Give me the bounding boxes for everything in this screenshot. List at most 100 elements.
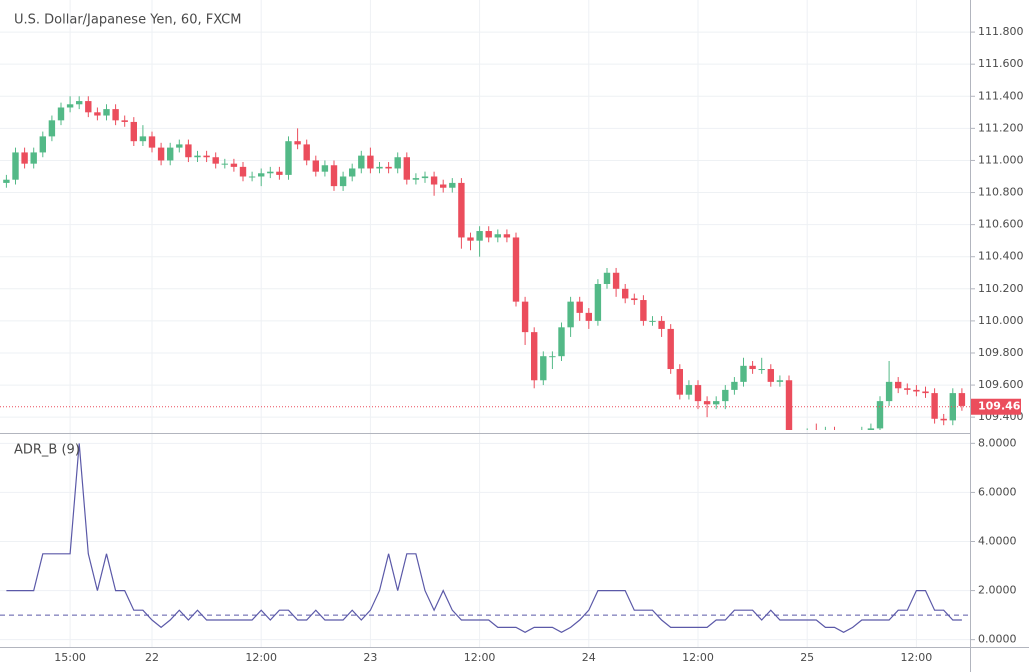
candle-body [285, 141, 292, 175]
candle-body [895, 381, 902, 389]
candle-body [276, 171, 283, 175]
candle-body [867, 428, 875, 430]
candle-body [922, 391, 929, 394]
candle-body [403, 157, 410, 180]
candle-body [94, 112, 101, 116]
candle-body [576, 301, 583, 313]
candle-body [622, 288, 629, 299]
candle-body [103, 109, 110, 116]
candle-body [749, 365, 756, 370]
candle-body [958, 393, 966, 406]
candle-body [703, 401, 711, 405]
candle-body [458, 182, 465, 238]
candle-body [731, 381, 738, 390]
candle-body [685, 385, 693, 395]
candle-body [776, 380, 784, 382]
candle-body [48, 120, 56, 137]
candle-body [57, 107, 65, 121]
candle-body [549, 356, 556, 358]
candle-body [640, 300, 647, 321]
indicator-pane [0, 443, 970, 633]
candle-body [412, 178, 420, 180]
candle-body [649, 320, 656, 322]
candle-body [258, 173, 265, 177]
candle-body [667, 328, 674, 370]
y-tick-label: 110.800 [978, 186, 1024, 199]
last-price-badge [971, 398, 1021, 415]
candle-body [885, 381, 893, 402]
y-tick-label: 110.600 [978, 218, 1024, 231]
indicator-title: ADR_B (9) [14, 443, 80, 458]
candle-body [876, 401, 884, 429]
candle-body [713, 401, 720, 405]
x-tick-label: 23 [363, 651, 377, 664]
x-tick-label: 24 [582, 651, 596, 664]
candle-body [567, 301, 574, 328]
candle-body [267, 171, 274, 174]
candle-body [349, 168, 356, 177]
candle-body [913, 389, 920, 392]
y-tick-label: 109.800 [978, 346, 1024, 359]
x-tick-label: 12:00 [464, 651, 496, 664]
candle-body [631, 298, 638, 301]
x-tick-label: 12:00 [682, 651, 714, 664]
candle-body [139, 136, 147, 142]
candle-body [585, 312, 592, 321]
candle-body [594, 283, 602, 321]
candle-body [512, 237, 520, 302]
candle-body [248, 176, 256, 178]
candle-body [76, 101, 83, 105]
y-tick-label: 6.0000 [978, 485, 1017, 498]
candle-body [157, 147, 165, 161]
candle-body [940, 418, 947, 421]
candle-body [785, 380, 793, 430]
candle-body [430, 176, 438, 185]
candle-body [167, 147, 174, 161]
last-price-label: 109.465 [978, 400, 1028, 413]
candle-body [212, 157, 219, 164]
y-tick-label: 4.0000 [978, 535, 1017, 548]
candle-body [531, 332, 538, 381]
y-tick-label: 0.0000 [978, 633, 1017, 646]
candle-body [758, 369, 765, 371]
candle-body [540, 356, 547, 381]
candle-body [676, 369, 683, 395]
candle-body [239, 166, 247, 177]
y-tick-label: 111.600 [978, 57, 1024, 70]
candle-body [303, 144, 310, 161]
indicator-line [6, 443, 962, 633]
candle-body [603, 272, 611, 284]
candle-body [148, 136, 156, 148]
candle-body [85, 101, 92, 113]
candle-body [367, 155, 374, 169]
candle-body [203, 155, 210, 158]
y-tick-label: 110.200 [978, 282, 1024, 295]
candle-body [30, 152, 37, 164]
candle-body [949, 393, 956, 421]
candle-body [494, 234, 501, 238]
candle-body [503, 234, 511, 238]
grid [0, 0, 970, 647]
candle-body [694, 385, 702, 402]
candle-body [194, 155, 201, 158]
candle-body [121, 120, 128, 122]
candle-body [358, 155, 365, 169]
x-tick-label: 12:00 [245, 651, 277, 664]
candle-body [485, 231, 492, 238]
candle-body [931, 393, 938, 419]
candle-body [476, 231, 483, 241]
candle-body [66, 104, 74, 108]
candle-body [294, 141, 301, 145]
candle-body [612, 272, 620, 289]
candle-body [321, 165, 329, 172]
candle-body [130, 121, 137, 142]
candle-body [904, 388, 911, 390]
chart-title: U.S. Dollar/Japanese Yen, 60, FXCM [14, 13, 241, 28]
candle-body [39, 136, 46, 153]
y-tick-label: 111.200 [978, 121, 1024, 134]
y-tick-label: 2.0000 [978, 584, 1017, 597]
candle-body [394, 157, 401, 169]
